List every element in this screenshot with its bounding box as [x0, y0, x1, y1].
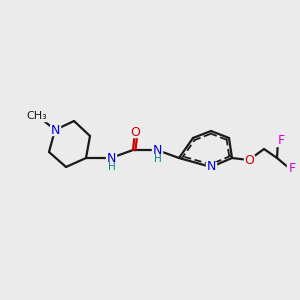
- Text: H: H: [154, 154, 162, 164]
- Text: N: N: [206, 160, 216, 173]
- Text: N: N: [50, 124, 60, 136]
- Text: F: F: [278, 134, 285, 148]
- Bar: [106, 153, 116, 163]
- Bar: [130, 127, 140, 137]
- Bar: [206, 162, 216, 172]
- Text: O: O: [130, 125, 140, 139]
- Bar: [276, 136, 286, 146]
- Bar: [287, 163, 297, 173]
- Bar: [244, 155, 254, 165]
- Bar: [152, 145, 162, 155]
- Text: N: N: [152, 143, 162, 157]
- Text: F: F: [288, 161, 296, 175]
- Text: O: O: [244, 154, 254, 166]
- Text: CH₃: CH₃: [27, 111, 47, 121]
- Bar: [27, 111, 49, 121]
- Text: N: N: [106, 152, 116, 164]
- Bar: [50, 125, 60, 135]
- Text: H: H: [108, 162, 116, 172]
